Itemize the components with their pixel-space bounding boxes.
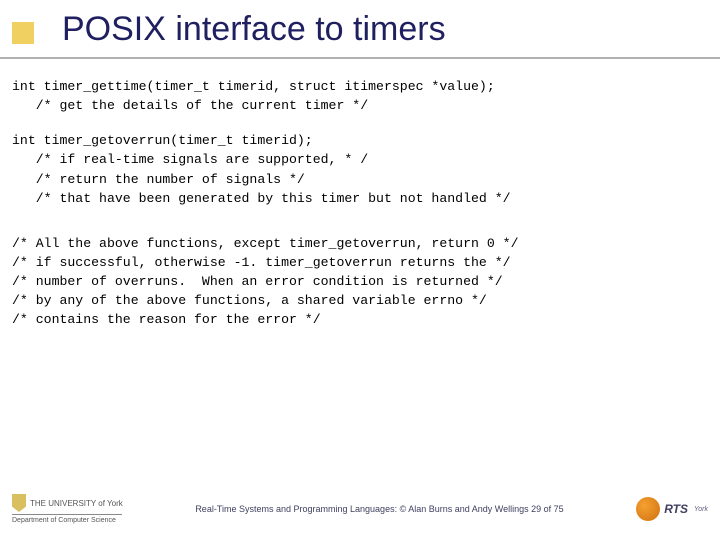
accent-square [12,22,34,44]
rts-york-label: York [694,506,708,513]
title-bar: POSIX interface to timers [0,0,720,59]
code-block-1: int timer_gettime(timer_t timerid, struc… [0,77,720,115]
slide-title: POSIX interface to timers [62,10,446,49]
footer-credit: Real-Time Systems and Programming Langua… [123,504,636,514]
university-name: THE UNIVERSITY of York [30,499,123,508]
footer-right: RTS York [636,497,708,521]
department-name: Department of Computer Science [12,517,123,524]
university-logo: THE UNIVERSITY of York [12,494,123,512]
footer: THE UNIVERSITY of York Department of Com… [0,486,720,532]
rts-label: RTS [664,502,688,516]
footer-left: THE UNIVERSITY of York Department of Com… [12,494,123,524]
divider-line [12,514,122,515]
rts-globe-icon [636,497,660,521]
code-block-3: /* All the above functions, except timer… [0,234,720,330]
shield-icon [12,494,26,512]
code-block-2: int timer_getoverrun(timer_t timerid); /… [0,131,720,208]
